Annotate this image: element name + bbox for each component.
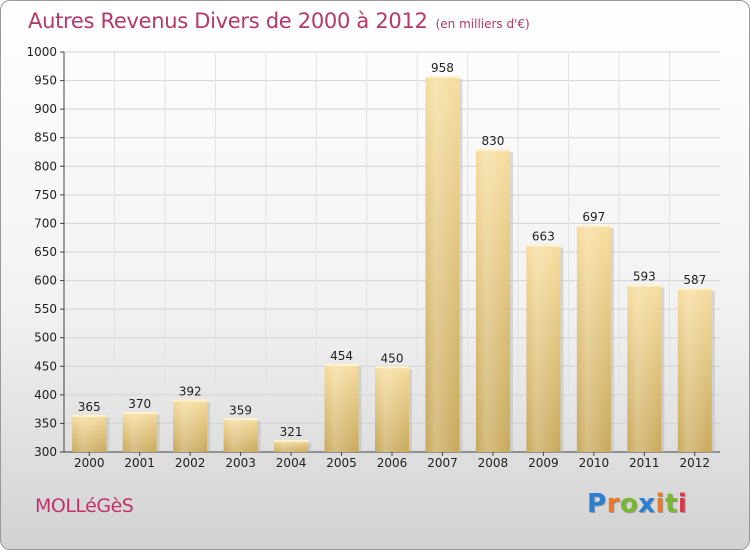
logo-letter: P bbox=[587, 489, 607, 519]
bar-highlight bbox=[274, 440, 309, 452]
y-tick-label: 700 bbox=[34, 216, 57, 230]
bar-highlight bbox=[122, 412, 157, 452]
x-tick-labels: 2000 2001 2002 2003 2004 2005 2006 2007 2008 2009… bbox=[74, 456, 710, 470]
x-tick-label: 2005 bbox=[326, 456, 357, 470]
chart-title-block: Autres Revenus Divers de 2000 à 2012 (en … bbox=[28, 9, 530, 33]
value-label: 321 bbox=[280, 425, 303, 439]
bar-highlight bbox=[425, 76, 460, 452]
x-tick-label: 2006 bbox=[377, 456, 408, 470]
value-label: 370 bbox=[128, 397, 151, 411]
y-tick-label: 550 bbox=[34, 302, 57, 316]
bar-highlight bbox=[223, 418, 258, 452]
value-label: 392 bbox=[179, 384, 202, 398]
value-label: 593 bbox=[633, 270, 656, 284]
logo-letter: r bbox=[606, 489, 620, 519]
logo-letter: t bbox=[664, 489, 678, 519]
bar-top-edge bbox=[576, 225, 611, 228]
x-tick-label: 2000 bbox=[74, 456, 105, 470]
value-label: 454 bbox=[330, 349, 353, 363]
x-tick-label: 2011 bbox=[629, 456, 660, 470]
value-label: 587 bbox=[683, 273, 706, 287]
value-label: 663 bbox=[532, 230, 555, 244]
y-tick-label: 400 bbox=[34, 388, 57, 402]
value-label: 697 bbox=[582, 210, 605, 224]
y-tick-label: 950 bbox=[34, 74, 57, 88]
y-tick-label: 300 bbox=[34, 445, 57, 459]
bar-top-edge bbox=[223, 418, 258, 421]
bar-top-edge bbox=[173, 399, 208, 402]
logo-letter: x bbox=[638, 489, 656, 519]
y-tick-label: 350 bbox=[34, 416, 57, 430]
y-tick-labels: 300 350 400 450 500 550 600 650 700 750 800 850 900 9… bbox=[26, 45, 57, 459]
value-label: 359 bbox=[229, 403, 252, 417]
x-tick-label: 2002 bbox=[175, 456, 206, 470]
bar-highlight bbox=[677, 288, 712, 452]
y-tick-label: 850 bbox=[34, 131, 57, 145]
bar-top-edge bbox=[526, 244, 561, 247]
x-tick-label: 2003 bbox=[225, 456, 256, 470]
x-tick-label: 2008 bbox=[478, 456, 509, 470]
x-tick-label: 2012 bbox=[679, 456, 710, 470]
bar-top-edge bbox=[122, 412, 157, 414]
value-label: 450 bbox=[381, 351, 404, 365]
x-tick-label: 2001 bbox=[124, 456, 155, 470]
y-tick-label: 900 bbox=[34, 102, 57, 116]
y-tick-label: 450 bbox=[34, 359, 57, 373]
bar-top-edge bbox=[324, 364, 359, 366]
bar-highlight bbox=[72, 414, 107, 452]
bar-highlight bbox=[627, 284, 662, 452]
bar-top-edge bbox=[425, 76, 460, 78]
bar-highlight bbox=[173, 399, 208, 452]
value-label: 830 bbox=[481, 134, 504, 148]
chart-title: Autres Revenus Divers de 2000 à 2012 bbox=[28, 9, 428, 33]
y-tick-label: 650 bbox=[34, 245, 57, 259]
y-tick-label: 600 bbox=[34, 274, 57, 288]
bar-highlight bbox=[526, 244, 561, 452]
x-tick-label: 2004 bbox=[276, 456, 307, 470]
x-tick-label: 2009 bbox=[528, 456, 559, 470]
y-tick-label: 750 bbox=[34, 188, 57, 202]
bar-top-edge bbox=[72, 414, 107, 417]
bar-top-edge bbox=[627, 284, 662, 287]
logo-letter: i bbox=[655, 489, 665, 519]
chart-subtitle: (en milliers d'€) bbox=[435, 17, 530, 31]
y-tick-label: 500 bbox=[34, 331, 57, 345]
logo-letter: i bbox=[677, 489, 688, 519]
bar-top-edge bbox=[375, 366, 409, 369]
bar-highlight bbox=[576, 225, 611, 452]
logo-letter: o bbox=[619, 489, 639, 519]
x-tick-label: 2010 bbox=[579, 456, 610, 470]
proxiti-logo: Proxiti bbox=[587, 489, 687, 519]
bar-highlight bbox=[475, 149, 510, 452]
bar-highlight bbox=[375, 366, 409, 452]
bar-top-edge bbox=[274, 440, 309, 442]
y-tick-label: 1000 bbox=[26, 45, 57, 59]
bar-top-edge bbox=[677, 288, 712, 290]
value-label: 365 bbox=[78, 400, 101, 414]
bars bbox=[72, 76, 715, 452]
value-labels: 365 370 392 359 321 454 450 958 830 663 697 593 587 bbox=[78, 61, 706, 439]
x-tick-label: 2007 bbox=[427, 456, 458, 470]
value-label: 958 bbox=[431, 61, 454, 75]
bar-highlight bbox=[324, 364, 359, 452]
y-tick-label: 800 bbox=[34, 159, 57, 173]
bar-top-edge bbox=[475, 149, 510, 152]
commune-name: MOLLéGèS bbox=[35, 495, 134, 517]
